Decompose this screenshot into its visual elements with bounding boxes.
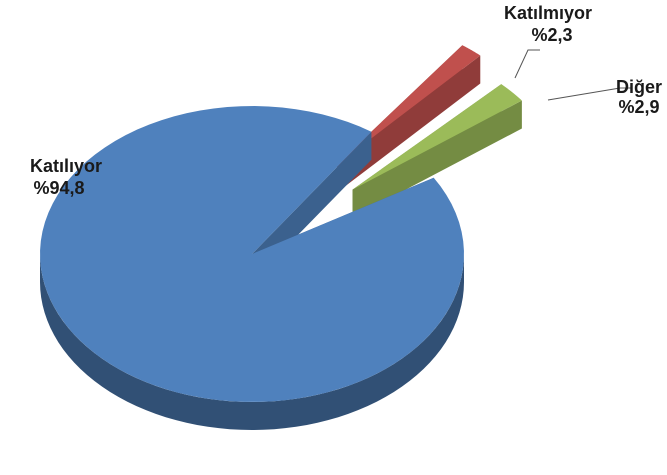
slice-value-katilmiyor: %2,3 [531, 25, 572, 45]
slice-label-katilmiyor: Katılmıyor [504, 3, 592, 23]
slice-wall-end-diger [352, 100, 522, 218]
leader-line-diger [547, 87, 632, 101]
slice-top-diger [352, 84, 522, 190]
slice-value-diger: %2,9 [618, 97, 659, 117]
slice-top-katiliyor [40, 106, 464, 402]
slice-value-katiliyor: %94,8 [33, 178, 84, 198]
pie-slices [40, 45, 522, 430]
slice-label-diger: Diğer [616, 77, 662, 97]
slice-side-katiliyor [40, 254, 464, 430]
pie-labels: Katılıyor %94,8 Katılmıyor %2,3 Diğer %2… [30, 3, 662, 198]
slice-wall-end-katilmiyor [336, 55, 481, 193]
slice-top-katilmiyor [336, 45, 481, 165]
leader-line-katilmiyor [514, 49, 540, 79]
slice-label-katiliyor: Katılıyor [30, 156, 102, 176]
